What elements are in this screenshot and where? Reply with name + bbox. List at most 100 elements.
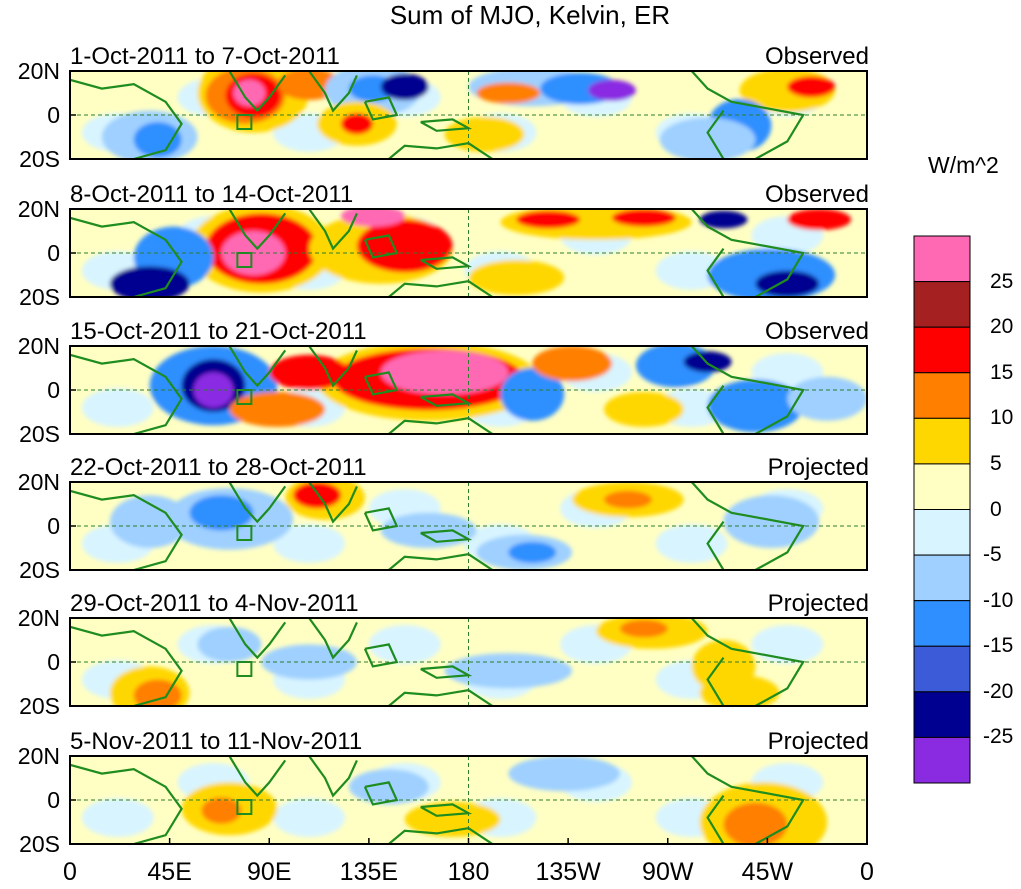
colorbar-swatch: [913, 463, 971, 510]
anomaly-contour: [269, 354, 349, 390]
anomaly-contour: [751, 625, 824, 664]
anomaly-contour: [340, 113, 373, 135]
anomaly-contour: [755, 270, 820, 297]
coastlines: [70, 209, 805, 297]
coastline: [388, 417, 494, 434]
coastline: [706, 247, 725, 297]
anomaly-contour: [133, 679, 182, 706]
colorbar-swatch: [913, 554, 971, 602]
x-axis-label: 90E: [247, 858, 292, 886]
y-axis-label: 20S: [19, 831, 60, 857]
coastline: [388, 827, 494, 844]
coastline: [70, 489, 183, 570]
anomaly-contour: [508, 541, 557, 563]
colorbar: [913, 235, 971, 784]
anomaly-contour: [500, 368, 565, 421]
colorbar-label: -5: [983, 543, 1002, 567]
anomaly-contour: [340, 209, 405, 227]
coastline: [308, 618, 358, 660]
map-panel-2: [69, 208, 868, 298]
x-axis-label: 135W: [535, 858, 601, 886]
anomaly-contour: [233, 79, 266, 107]
anomaly-contour: [380, 512, 477, 549]
anomaly-contour: [197, 626, 262, 663]
anomaly-contour: [723, 802, 788, 844]
anomaly-contour: [201, 797, 242, 824]
y-axis-label: 20N: [17, 196, 60, 222]
colorbar-label: -25: [983, 725, 1014, 749]
anomaly-contour: [787, 76, 836, 98]
x-axis-label: 0: [860, 858, 874, 886]
coastline: [363, 371, 399, 396]
panel-type-label: Projected: [767, 728, 869, 755]
colorbar-label: 0: [990, 497, 1002, 521]
coastline: [690, 71, 805, 159]
anomaly-contour: [659, 117, 756, 159]
anomaly-contour: [229, 391, 326, 427]
y-axis-label: 0: [47, 513, 60, 539]
y-axis-label: 20S: [19, 557, 60, 583]
y-axis-label: 20N: [17, 333, 60, 359]
coastline: [308, 346, 358, 388]
colorbar-swatch: [913, 509, 971, 556]
y-axis-label: 0: [47, 649, 60, 675]
coastline: [388, 553, 494, 570]
x-axis-label: 180: [447, 858, 490, 886]
coastline: [308, 71, 358, 113]
anomaly-contour: [532, 346, 612, 382]
y-axis-label: 0: [47, 240, 60, 266]
colorbar-swatch: [913, 736, 971, 784]
colorbar-label: 10: [990, 406, 1014, 430]
colorbar-label: 20: [990, 315, 1014, 339]
anomaly-contour: [368, 625, 441, 664]
coastline: [363, 234, 399, 259]
y-axis-label: 20S: [19, 693, 60, 719]
coastline: [363, 507, 399, 532]
coastline: [70, 353, 183, 434]
panel-type-label: Observed: [764, 318, 869, 345]
map-panel-3: [69, 345, 868, 435]
coastline: [228, 756, 287, 798]
anomaly-contour: [787, 376, 867, 421]
panel-date-range: 22-Oct-2011 to 28-Oct-2011: [70, 454, 367, 481]
anomaly-contour: [508, 756, 620, 792]
anomaly-contour: [619, 619, 668, 638]
y-axis-label: 20N: [17, 469, 60, 495]
panel-type-label: Observed: [764, 181, 869, 208]
colorbar-swatch: [913, 645, 971, 693]
coastline: [388, 280, 494, 297]
x-axis-label: 45E: [147, 858, 192, 886]
anomaly-contour: [81, 798, 154, 837]
panel-type-label: Observed: [764, 43, 869, 70]
coastline: [690, 618, 805, 706]
coastline: [363, 781, 399, 806]
map-panel-4: [69, 481, 868, 571]
coastline: [70, 78, 183, 159]
coastline: [388, 142, 494, 159]
colorbar-label: -15: [983, 634, 1014, 658]
y-axis-label: 0: [47, 102, 60, 128]
anomaly-contour: [444, 653, 573, 689]
panel-date-range: 15-Oct-2011 to 21-Oct-2011: [70, 318, 367, 345]
coastline: [228, 209, 287, 251]
coastlines: [70, 618, 805, 706]
panel-date-range: 29-Oct-2011 to 4-Nov-2011: [70, 590, 359, 617]
colorbar-label: -20: [983, 679, 1014, 703]
anomaly-contour: [611, 209, 676, 227]
anomaly-contour: [699, 210, 748, 229]
coastline: [363, 643, 399, 668]
coastline: [70, 216, 183, 297]
panel-date-range: 1-Oct-2011 to 7-Oct-2011: [70, 43, 340, 70]
coastline: [690, 346, 805, 434]
figure-title: Sum of MJO, Kelvin, ER: [389, 0, 671, 30]
map-panel-6: [69, 755, 868, 845]
coastline: [706, 794, 725, 844]
coastline: [706, 656, 725, 706]
colorbar-swatch: [913, 691, 971, 738]
anomaly-contour: [655, 524, 728, 563]
coastline: [690, 209, 805, 297]
coastline: [388, 689, 494, 706]
colorbar-swatch: [913, 372, 971, 419]
map-panel-5: [69, 617, 868, 707]
